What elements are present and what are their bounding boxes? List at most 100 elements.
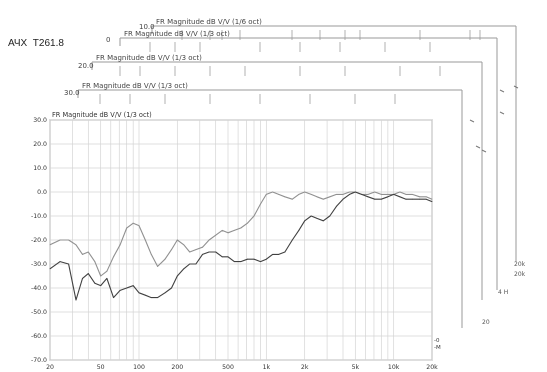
panel-top-label: 30.0 <box>64 89 80 97</box>
series-point <box>94 283 95 284</box>
series-point <box>272 254 273 255</box>
series-point <box>189 264 190 265</box>
series-point <box>432 199 433 200</box>
series-point <box>222 256 223 257</box>
panel-title: FR Magnitude dB V/V (1/3 oct) <box>124 30 230 38</box>
panel-title: FR Magnitude dB V/V (1/3 oct) <box>82 82 188 90</box>
series-point <box>240 261 241 262</box>
back-tick <box>500 90 504 92</box>
chart-title: FR Magnitude dB V/V (1/3 oct) <box>52 111 152 119</box>
y-tick-label: -40.0 <box>31 285 47 292</box>
back-tick <box>500 112 504 114</box>
series-point <box>88 273 89 274</box>
series-point <box>343 199 344 200</box>
series-point <box>120 290 121 291</box>
x-tick-label: 200 <box>171 364 183 371</box>
series-point <box>374 192 375 193</box>
series-point <box>165 292 166 293</box>
series-point <box>317 218 318 219</box>
series-point <box>412 194 413 195</box>
back-right-label: 4 H <box>498 289 508 296</box>
series-point <box>222 230 223 231</box>
series-point <box>412 199 413 200</box>
back-right-label: 20 <box>482 319 490 326</box>
x-tick-label: 1k <box>263 364 271 371</box>
series-point <box>209 252 210 253</box>
series-point <box>368 196 369 197</box>
series-point <box>145 240 146 241</box>
series-point <box>215 252 216 253</box>
series-point <box>432 201 433 202</box>
series-point <box>94 261 95 262</box>
series-point <box>355 192 356 193</box>
series-point <box>260 261 261 262</box>
series-point <box>368 194 369 195</box>
series-point <box>387 194 388 195</box>
series-point <box>68 264 69 265</box>
x-tick-label: 20 <box>46 364 54 371</box>
series-point <box>247 223 248 224</box>
x-tick-label: 20k <box>426 364 438 371</box>
series-point <box>254 259 255 260</box>
y-tick-label: -50.0 <box>31 309 47 316</box>
y-tick-label: 30.0 <box>33 117 47 124</box>
series-point <box>165 259 166 260</box>
series-point <box>426 199 427 200</box>
series-point <box>76 244 77 245</box>
series-point <box>240 228 241 229</box>
series-point <box>311 194 312 195</box>
series-point <box>278 254 279 255</box>
series-point <box>399 196 400 197</box>
series-point <box>202 254 203 255</box>
series-point <box>284 252 285 253</box>
panel-top-label: 20.0 <box>78 62 94 70</box>
back-tick <box>482 150 486 152</box>
x-tick-label: 10k <box>388 364 400 371</box>
series-point <box>381 199 382 200</box>
series-point <box>68 240 69 241</box>
back-right-label: 20k <box>514 271 526 278</box>
x-tick-label: 100 <box>133 364 145 371</box>
series-point <box>106 278 107 279</box>
series-point <box>139 225 140 226</box>
series-point <box>215 235 216 236</box>
series-point <box>361 194 362 195</box>
series-point <box>100 276 101 277</box>
series-point <box>189 252 190 253</box>
panel-title: FR Magnitude dB V/V (1/6 oct) <box>156 18 262 26</box>
series-point <box>113 256 114 257</box>
series-point <box>298 230 299 231</box>
series-point <box>151 297 152 298</box>
series-point <box>120 244 121 245</box>
series-point <box>329 216 330 217</box>
series-point <box>157 297 158 298</box>
series-point <box>292 240 293 241</box>
legend-entry: -0 <box>434 338 440 344</box>
series-point <box>106 271 107 272</box>
series-point <box>202 247 203 248</box>
series-point <box>349 192 350 193</box>
series-point <box>284 196 285 197</box>
back-tick <box>476 146 480 148</box>
series-point <box>234 230 235 231</box>
panel-title: FR Magnitude dB V/V (1/3 oct) <box>96 54 202 62</box>
series-point <box>157 266 158 267</box>
series-point <box>304 220 305 221</box>
y-tick-label: -20.0 <box>31 237 47 244</box>
series-point <box>50 268 51 269</box>
back-tick <box>470 120 474 122</box>
series-point <box>82 278 83 279</box>
series-point <box>336 194 337 195</box>
series-point <box>419 196 420 197</box>
series-point <box>100 285 101 286</box>
x-tick-label: 2k <box>301 364 309 371</box>
series-point <box>139 292 140 293</box>
series-point <box>266 259 267 260</box>
series-point <box>393 194 394 195</box>
series-point <box>133 285 134 286</box>
y-tick-label: -70.0 <box>31 357 47 364</box>
series-point <box>419 199 420 200</box>
y-tick-label: -10.0 <box>31 213 47 220</box>
series-point <box>133 223 134 224</box>
